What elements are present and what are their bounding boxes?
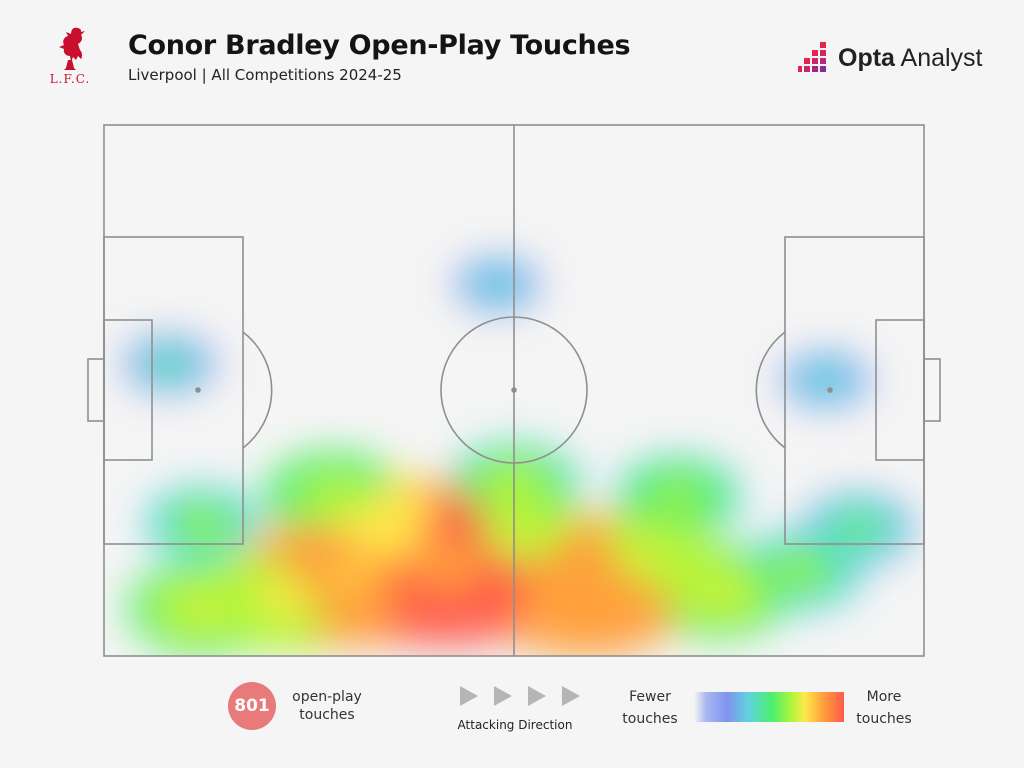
liverbird-icon [59, 27, 85, 70]
heatmap-hotspot [707, 584, 731, 600]
centre-circle [440, 316, 588, 464]
heatmap-hotspot [270, 588, 298, 607]
opta-analyst-logo: Opta Analyst [798, 38, 988, 78]
arrow-icon [528, 686, 546, 706]
left-penalty-arc [242, 331, 273, 449]
chart-title: Conor Bradley Open-Play Touches [128, 30, 631, 61]
legend-color-scale [694, 692, 844, 722]
touch-count-label: open-play touches [292, 689, 362, 723]
right-goal [923, 358, 941, 422]
heatmap-hotspot [375, 528, 407, 550]
pitch-markings [87, 124, 941, 657]
brand-light: Analyst [894, 44, 983, 72]
opta-bars-icon [798, 42, 826, 72]
brand-bold: Opta [838, 44, 895, 72]
heatmap-hotspot [803, 365, 848, 395]
attacking-direction-arrows [460, 686, 580, 706]
heatmap-hotspot [322, 489, 345, 505]
pitch-svg [87, 124, 941, 657]
footer: 801 open-play touches Attacking Directio… [0, 672, 1024, 768]
club-logo-text: L.F.C. [49, 72, 91, 86]
header: L.F.C. Conor Bradley Open-Play Touches L… [0, 0, 1024, 110]
left-goal [87, 358, 105, 422]
heatmap-hotspot [790, 564, 812, 578]
touch-count-badge: 801 [228, 682, 276, 730]
heatmap-layer [118, 253, 919, 656]
heatmap-hotspot [849, 522, 868, 535]
heatmap-hotspot [332, 565, 368, 588]
arrow-icon [494, 686, 512, 706]
heatmap-hotspot [468, 265, 527, 304]
heatmap-hotspot [667, 489, 689, 504]
heatmap-hotspot [632, 552, 658, 569]
attacking-direction-label: Attacking Direction [457, 718, 573, 732]
legend-high-label: More touches [856, 689, 912, 727]
opta-analyst-wordmark: Opta Analyst [838, 44, 983, 73]
heatmap-hotspot [154, 353, 185, 374]
right-six-yard-box [875, 319, 925, 461]
legend-low-label: Fewer touches [622, 689, 678, 727]
centre-spot [511, 387, 517, 393]
heatmap-hotspot [428, 552, 468, 579]
right-penalty-spot [827, 387, 833, 393]
pitch-heatmap [80, 116, 960, 666]
chart-subtitle: Liverpool | All Competitions 2024-25 [128, 66, 402, 84]
arrow-icon [562, 686, 580, 706]
arrow-icon [460, 686, 478, 706]
club-logo: L.F.C. [48, 26, 92, 92]
heatmap-hotspot [193, 517, 212, 530]
heatmap-hotspot [570, 575, 606, 599]
right-penalty-arc [755, 331, 786, 449]
heatmap-hotspot [190, 600, 215, 617]
left-penalty-spot [195, 387, 201, 393]
